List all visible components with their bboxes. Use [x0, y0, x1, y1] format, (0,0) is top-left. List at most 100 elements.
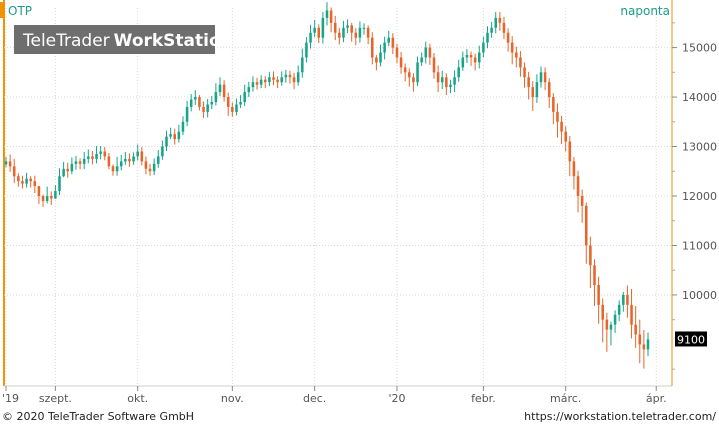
candle-body: [161, 146, 164, 157]
candle: [436, 65, 440, 93]
candle: [370, 32, 374, 65]
candle: [593, 259, 596, 306]
candle: [461, 51, 465, 71]
candle: [95, 146, 98, 164]
candle-body: [449, 84, 452, 88]
candle-body: [12, 166, 16, 177]
x-tick-label: '19: [2, 392, 19, 405]
candle-body: [329, 10, 333, 23]
candle-body: [354, 32, 358, 38]
symbol-label: OTP: [8, 4, 32, 18]
candle: [70, 157, 74, 175]
candle-body: [292, 77, 296, 83]
candle: [519, 51, 522, 77]
candle: [259, 75, 263, 89]
candle-body: [432, 57, 436, 73]
candle-body: [4, 161, 8, 165]
candle: [305, 37, 308, 63]
symbol-marker: [0, 2, 4, 18]
x-axis-ticks: '19 szept. okt. nov. dec. '20 febr. márc. ápr.: [2, 386, 667, 405]
candle: [642, 330, 646, 369]
candle: [449, 79, 452, 94]
candle: [453, 70, 456, 93]
candle-body: [605, 319, 609, 330]
candle: [136, 144, 139, 161]
x-tick-label: szept.: [39, 392, 72, 405]
candle-body: [547, 82, 551, 98]
candle: [395, 43, 399, 64]
candle-body: [502, 22, 506, 33]
candle-body: [181, 121, 185, 132]
logo-text: TeleTrader WorkStation: [22, 31, 233, 51]
candle-body: [387, 37, 391, 43]
candle-body: [358, 27, 362, 38]
candle-body: [95, 153, 98, 159]
copyright-text: © 2020 TeleTrader Software GmbH: [2, 410, 194, 423]
candle-body: [313, 27, 316, 33]
candle: [173, 128, 177, 145]
candle-body: [473, 57, 477, 63]
candle: [103, 147, 107, 161]
candle: [165, 130, 168, 151]
last-value-marker: 9100: [675, 331, 707, 347]
candle: [292, 72, 296, 90]
candle-body: [560, 121, 563, 132]
candle: [366, 25, 370, 45]
candle-body: [338, 32, 341, 38]
last-value-box: [675, 331, 707, 347]
candle-body: [301, 57, 304, 73]
candle: [510, 36, 514, 65]
candle: [333, 15, 337, 41]
candle-body: [218, 84, 222, 93]
candle-body: [111, 166, 115, 172]
candle: [218, 77, 222, 97]
candle-body: [247, 87, 251, 93]
candle: [41, 194, 45, 207]
candle: [375, 55, 378, 71]
candle: [589, 236, 592, 289]
x-tick-label: okt.: [127, 392, 148, 405]
candle: [247, 81, 251, 98]
candle: [251, 76, 255, 92]
candle: [124, 151, 127, 165]
source-url[interactable]: https://workstation.teletrader.com/: [524, 410, 716, 423]
y-tick-label: 12000: [682, 190, 717, 203]
candle: [457, 59, 460, 82]
candle-body: [461, 57, 465, 68]
candle-body: [527, 77, 530, 88]
candle: [169, 127, 172, 140]
candle-body: [91, 156, 94, 159]
candle: [547, 78, 551, 108]
candle-body: [231, 106, 234, 112]
candle-body: [99, 151, 102, 154]
candle-body: [412, 77, 415, 83]
candle: [17, 173, 20, 187]
logo-background: [14, 25, 215, 54]
candle: [399, 52, 403, 74]
candle-body: [136, 151, 139, 157]
candle-body: [288, 74, 292, 78]
candle-body: [128, 158, 131, 162]
candle-body: [379, 52, 382, 63]
candle: [144, 156, 148, 175]
candle: [4, 156, 8, 168]
candle: [576, 170, 580, 213]
x-tick-label: febr.: [471, 392, 496, 405]
candle: [486, 26, 489, 49]
candle-body: [370, 37, 374, 58]
candle: [111, 164, 115, 176]
candle-body: [177, 131, 181, 140]
candle-body: [206, 104, 209, 112]
x-tick-label: '20: [388, 392, 405, 405]
candle: [140, 147, 144, 166]
candle-body: [268, 77, 271, 83]
candle-body: [148, 168, 152, 172]
gridlines: [4, 8, 672, 386]
candle-body: [630, 304, 633, 325]
candle-body: [564, 131, 567, 142]
candle: [45, 186, 49, 204]
candle-body: [535, 82, 539, 98]
candle-body: [589, 245, 592, 266]
candle-body: [45, 196, 49, 201]
candle-body: [375, 57, 378, 63]
